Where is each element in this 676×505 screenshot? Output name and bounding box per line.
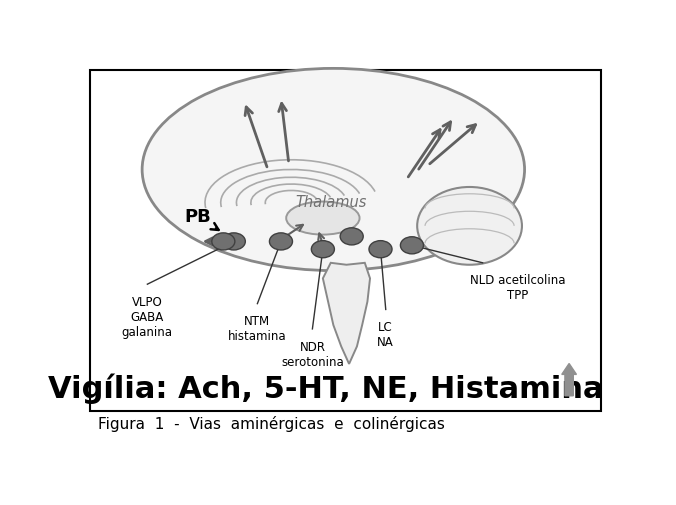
Ellipse shape bbox=[417, 187, 522, 265]
FancyBboxPatch shape bbox=[90, 70, 600, 411]
Circle shape bbox=[312, 241, 335, 258]
Circle shape bbox=[369, 241, 392, 258]
FancyArrow shape bbox=[562, 364, 577, 396]
Text: Vigília: Ach, 5-HT, NE, Histamina: Vigília: Ach, 5-HT, NE, Histamina bbox=[48, 374, 603, 405]
Text: LC
NA: LC NA bbox=[377, 321, 394, 349]
Text: VLPO
GABA
galanina: VLPO GABA galanina bbox=[122, 296, 173, 339]
Polygon shape bbox=[323, 263, 370, 364]
Text: Figura  1  -  Vias  aminérgicas  e  colinérgicas: Figura 1 - Vias aminérgicas e colinérgic… bbox=[97, 416, 445, 432]
Circle shape bbox=[400, 237, 423, 254]
Ellipse shape bbox=[142, 68, 525, 271]
Circle shape bbox=[222, 233, 245, 250]
Text: NDR
serotonina: NDR serotonina bbox=[281, 340, 344, 369]
Text: PB: PB bbox=[184, 208, 218, 230]
Text: NLD acetilcolina
TPP: NLD acetilcolina TPP bbox=[470, 275, 565, 302]
Circle shape bbox=[212, 233, 235, 250]
Text: Thalamus: Thalamus bbox=[295, 195, 366, 210]
Circle shape bbox=[340, 228, 363, 245]
Text: NTM
histamina: NTM histamina bbox=[228, 315, 287, 343]
Circle shape bbox=[270, 233, 293, 250]
Ellipse shape bbox=[286, 201, 360, 235]
